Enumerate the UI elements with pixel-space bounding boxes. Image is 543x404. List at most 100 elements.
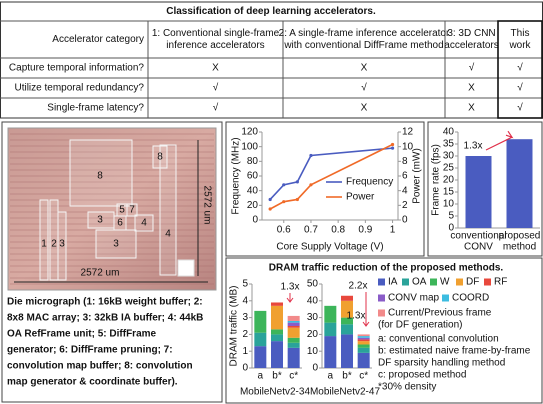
legend-label: Current/Previous frame [388, 308, 492, 319]
header-cell: This [511, 28, 530, 39]
legend-label: Power [346, 192, 375, 203]
annotation: 2.2x [349, 281, 368, 292]
legend-swatch [378, 295, 385, 302]
legend-swatch [442, 295, 449, 302]
x-tick-label: c* [289, 371, 298, 382]
tick-label: 0 [402, 215, 408, 226]
bar-segment [254, 346, 266, 368]
tick-label: 10 [307, 346, 319, 357]
bar-segment [288, 348, 300, 368]
tick-label: 0 [312, 363, 318, 374]
legend-label: W [440, 277, 450, 288]
tick-label: 2 [402, 200, 408, 211]
bar-segment [271, 329, 283, 334]
note: *30% density [378, 382, 436, 393]
tick-label: 60 [247, 171, 259, 182]
series-point [296, 180, 299, 183]
cell-symbol: X [212, 63, 219, 74]
annotation: 1.3x [464, 141, 483, 152]
legend-label: IA [388, 277, 398, 288]
annotation-arrow [287, 293, 293, 302]
tick-label: 0.9 [358, 225, 372, 236]
tick-label: 15 [443, 187, 455, 198]
tick-label: 25 [443, 163, 455, 174]
block-label: 4 [141, 218, 147, 229]
bar-segment [358, 344, 370, 347]
header-cell: 3: 3D CNN [447, 28, 495, 39]
caption-line: 8x8 MAC array; 3: 32kB IA buffer; 4: 44k… [7, 313, 203, 324]
tick-label: 5 [448, 211, 454, 222]
tick-label: 3 [242, 312, 248, 323]
annotation: 1.3x [281, 282, 300, 293]
bar [466, 156, 492, 228]
x-tick-label: a [328, 371, 334, 382]
tick-label: 50 [307, 279, 319, 290]
cell-symbol: X [468, 83, 475, 94]
block-label: 2 [51, 239, 57, 250]
legend-swatch [402, 279, 409, 286]
bar-segment [324, 336, 336, 368]
legend-label: (for DF generation) [378, 320, 462, 331]
cell-symbol: √ [517, 102, 523, 114]
header-cell: with conventional DiffFrame method [283, 40, 443, 51]
legend-swatch [378, 310, 385, 317]
legend-swatch [430, 279, 437, 286]
x-axis-title: Core Supply Voltage (V) [276, 242, 383, 253]
header-cell: inference accelerators [166, 40, 264, 51]
legend-label: CONV map [388, 293, 440, 304]
cell-symbol: X [361, 63, 368, 74]
cell-symbol: √ [469, 62, 475, 74]
tick-label: 20 [443, 175, 455, 186]
legend-label: OA [412, 277, 427, 288]
bar-segment [288, 323, 300, 326]
tick-label: 20 [307, 329, 319, 340]
y2-axis-title: Power (mW) [412, 148, 423, 204]
caption-line: OA RefFrame unit; 5: DiffFrame [7, 329, 157, 340]
tick-label: 80 [247, 156, 259, 167]
y-axis-title: DRAM traffic (MB) [229, 286, 240, 367]
caption-line: map generator & coordinate buffer). [7, 377, 178, 388]
bar-segment [358, 341, 370, 344]
header-cell: 2: A single-frame inference accelerator [279, 28, 450, 39]
block-label: 3 [59, 239, 65, 250]
bar-segment [324, 323, 336, 336]
dram-title: DRAM traffic reduction of the proposed m… [269, 263, 504, 274]
series-point [282, 183, 285, 186]
legend-label: RF [494, 277, 507, 288]
bar-segment [288, 321, 300, 323]
header-cell: work [508, 40, 531, 51]
y-axis-title: Frequency (MHz) [231, 137, 242, 214]
tick-label: 1 [390, 225, 396, 236]
x-axis-title: MobileNetv2-34 [240, 387, 310, 398]
x-tick-label: CONV [464, 242, 493, 253]
bar-segment [254, 311, 266, 333]
row-label: Capture temporal information? [9, 63, 145, 74]
block-label: 5 [119, 205, 125, 216]
tick-label: 10 [443, 199, 455, 210]
cell-symbol: X [468, 103, 475, 114]
tick-label: 40 [443, 127, 455, 138]
tick-label: 40 [307, 295, 319, 306]
tick-label: 30 [443, 151, 455, 162]
legend-swatch [378, 279, 385, 286]
cell-symbol: √ [517, 82, 523, 94]
bar-segment [358, 353, 370, 368]
tick-label: 100 [241, 141, 258, 152]
bar-segment [288, 328, 300, 338]
tick-label: 40 [247, 185, 259, 196]
series-point [309, 183, 312, 186]
legend-swatch [456, 279, 463, 286]
bar-segment [358, 339, 370, 341]
tick-label: 6 [402, 171, 408, 182]
note: DF sparsity handling method [378, 358, 505, 369]
cell-symbol: √ [517, 62, 523, 74]
series-point [391, 147, 394, 150]
tick-label: 20 [247, 200, 259, 211]
tick-label: 35 [443, 139, 455, 150]
tick-label: 1 [242, 346, 248, 357]
block-label: 3 [113, 239, 119, 250]
y-axis-title: Frame rate (fps) [431, 144, 442, 216]
legend-swatch [484, 279, 491, 286]
bar-segment [271, 302, 283, 305]
bar-segment [271, 334, 283, 341]
